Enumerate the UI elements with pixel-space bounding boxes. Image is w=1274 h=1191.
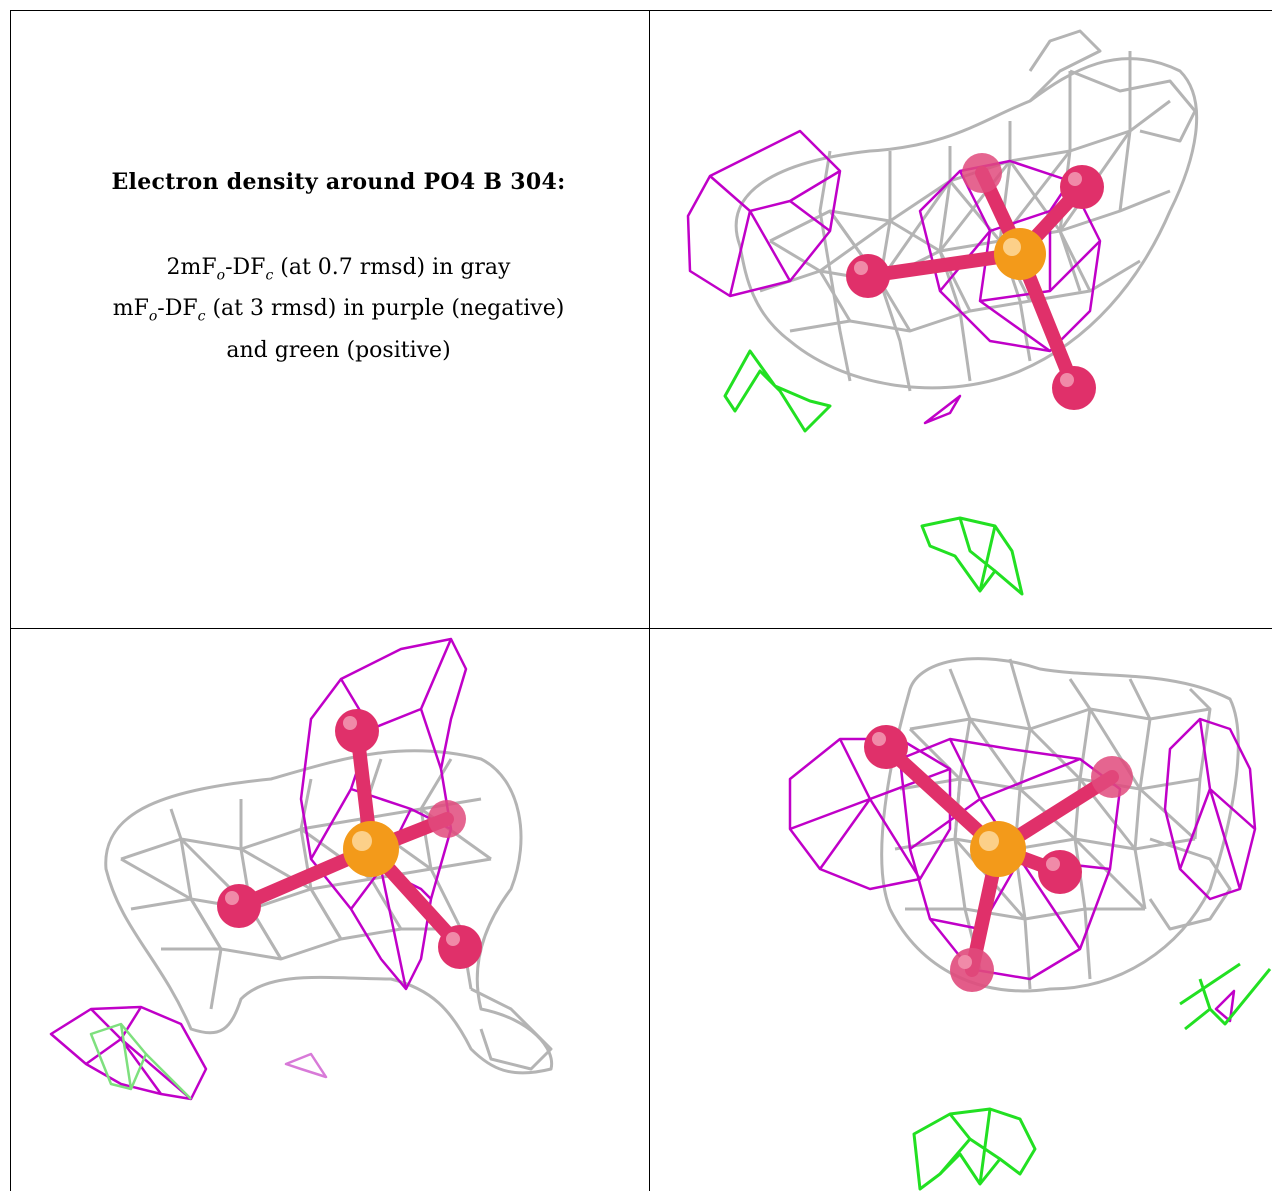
legend-line-gray: 2mFo-DFc (at 0.7 rmsd) in gray — [166, 255, 511, 284]
legend-line-difference: mFo-DFc (at 3 rmsd) in purple (negative) — [112, 296, 565, 325]
legend-title: Electron density around PO4 B 304: — [111, 169, 566, 195]
density-view-2 — [11, 629, 649, 1191]
column-divider — [649, 10, 650, 1191]
molecule-mesh-icon — [686, 29, 1199, 596]
density-view-1 — [650, 11, 1272, 628]
molecule-mesh-icon — [49, 637, 554, 1101]
legend-panel: Electron density around PO4 B 304: 2mFo-… — [11, 11, 649, 628]
legend-line-positive: and green (positive) — [226, 337, 451, 363]
row-divider — [10, 628, 1272, 629]
legend-text: Electron density around PO4 B 304: 2mFo-… — [51, 169, 626, 367]
figure-table — [10, 10, 1272, 1191]
density-view-3 — [650, 629, 1272, 1191]
molecule-mesh-icon — [788, 657, 1272, 1191]
